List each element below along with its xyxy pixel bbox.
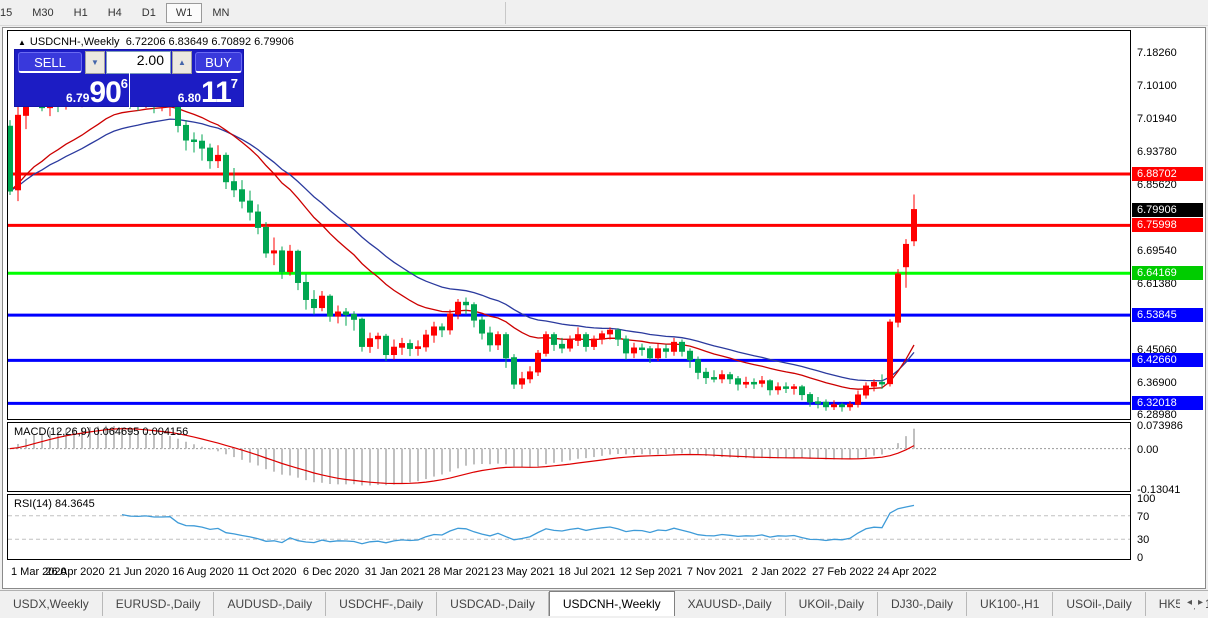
chart-tab-bar: USDX,Weekly EURUSD-,Daily AUDUSD-,Daily USD… [0,590,1208,616]
timeframe-button-h1[interactable]: H1 [73,7,88,19]
macd-chart [8,425,1130,486]
date-tick-label: 27 Feb 2022 [812,566,874,578]
date-tick-label: 11 Oct 2020 [237,566,297,578]
sell-button[interactable]: SELL [18,52,82,73]
price-tick: 6.69540 [1137,244,1177,257]
rsi-axis-tick: 30 [1137,534,1150,547]
ask-price-point: 7 [230,76,238,91]
bid-ask-quotes: 6.79906 6.80117 [15,52,244,109]
price-tick: 6.61380 [1137,277,1177,290]
date-axis[interactable]: 1 Mar 2020 26 Apr 2020 21 Jun 2020 16 Aug 2… [7,562,1131,586]
chart-tab-usdchfdaily[interactable]: USDCHF-,Daily [326,592,438,616]
date-tick-label: 1 Mar 2020 [11,566,67,578]
date-tick-label: 12 Sep 2021 [619,566,683,578]
timeframe-button-h4[interactable]: H4 [107,7,122,19]
price-level-label: 6.53845 [1132,308,1203,323]
timeframe-button-d1[interactable]: D1 [141,7,156,19]
date-tick-label: 26 Apr 2020 [45,566,105,578]
price-level-label: 6.79906 [1132,202,1203,217]
date-tick-label: 31 Jan 2021 [364,566,426,578]
rsi-chart [8,504,1130,545]
price-level-label: 6.32018 [1132,396,1203,411]
rsi-axis-tick: 100 [1137,493,1156,505]
timeframe-button-mn[interactable]: MN [212,7,230,19]
date-tick-label: 21 Jun 2020 [108,566,170,578]
price-tick: 6.85620 [1137,179,1177,192]
toolbar-separator [505,2,506,24]
price-level-label: 6.75998 [1132,218,1203,233]
price-tick: 6.36900 [1137,376,1177,389]
price-level-label: 6.88702 [1132,167,1203,181]
one-click-trade-panel: SELL ▼ 2.00 ▲ BUY 6.79906 6.80117 [14,49,244,109]
chart-ohlc-values: 6.72206 6.83649 6.70892 6.79906 [125,36,294,48]
ask-price-pips: 11 [201,76,232,109]
price-axis[interactable]: 7.18260 7.10100 7.01940 6.93780 6.85620 6.695… [1131,28,1205,588]
bid-price-pips: 90 [89,76,121,109]
macd-axis-tick: 0.073986 [1137,420,1183,433]
rsi-axis-tick: 0 [1137,552,1144,564]
chart-tab-usdcaddaily[interactable]: USDCAD-,Daily [437,592,549,616]
date-tick-label: 24 Apr 2022 [877,566,937,578]
buy-button[interactable]: BUY [195,52,242,73]
chart-window: ▲ USDCNH-,Weekly 6.72206 6.83649 6.70892 … [2,27,1206,589]
chart-tab-ukoildaily[interactable]: UKOil-,Daily [786,592,879,616]
chart-symbol-label: USDCNH-,Weekly [29,36,120,48]
chart-tab-usdxweekly[interactable]: USDX,Weekly [0,592,103,616]
timeframe-button-15[interactable]: 15 [0,7,13,19]
ask-price: 6.80117 [131,76,244,109]
timeframe-toolbar: 15 M30 H1 H4 D1 W1 MN [0,0,1208,26]
chart-title: ▲ USDCNH-,Weekly 6.72206 6.83649 6.70892 … [18,36,294,48]
chart-tab-eurusddaily[interactable]: EURUSD-,Daily [103,592,215,616]
macd-label: MACD(12,26,9) 0.064695 0.004156 [14,426,189,438]
quote-divider [129,52,130,108]
bid-price-major: 6.79 [66,91,90,105]
macd-axis-tick: -0.13041 [1137,484,1181,497]
chart-tab-dj30daily[interactable]: DJ30-,Daily [878,592,968,616]
date-tick-label: 28 Mar 2021 [428,566,490,578]
chart-tab-audusddaily[interactable]: AUDUSD-,Daily [214,592,327,616]
timeframe-button-w1[interactable]: W1 [165,3,203,23]
chart-tabs: USDX,Weekly EURUSD-,Daily AUDUSD-,Daily USD… [0,591,1208,616]
tab-scroll-left-icon[interactable]: ◂ [1186,597,1192,608]
volume-increase-icon[interactable]: ▲ [172,51,192,74]
bid-price-point: 6 [120,76,128,91]
bid-price: 6.79906 [15,76,128,109]
volume-input[interactable]: 2.00 [106,51,171,74]
date-tick-label: 23 May 2021 [491,566,555,578]
volume-decrease-icon[interactable]: ▼ [85,51,105,74]
rsi-pane[interactable]: RSI(14) 84.3645 [7,494,1131,560]
price-tick: 7.18260 [1137,47,1177,60]
price-tick: 6.93780 [1137,146,1177,159]
price-tick: 6.45060 [1137,343,1177,356]
tab-scroll-right-icon[interactable]: ▸ [1197,597,1203,608]
price-level-label: 6.42660 [1132,353,1203,368]
date-tick-label: 16 Aug 2020 [172,566,234,578]
price-tick: 7.10100 [1137,80,1177,93]
chart-tab-uk100h1[interactable]: UK100-,H1 [967,592,1054,616]
chart-tab-xauusddaily[interactable]: XAUUSD-,Daily [675,592,786,616]
collapse-icon[interactable]: ▲ [18,38,26,47]
date-tick-label: 6 Dec 2020 [302,566,360,578]
chart-tab-usoildaily[interactable]: USOil-,Daily [1053,592,1146,616]
rsi-label: RSI(14) 84.3645 [14,498,95,510]
ask-price-major: 6.80 [177,91,202,105]
candlestick-chart [8,56,1130,412]
price-pane[interactable]: ▲ USDCNH-,Weekly 6.72206 6.83649 6.70892 … [7,30,1131,420]
price-level-label: 6.64169 [1132,266,1203,281]
rsi-axis-tick: 70 [1137,510,1150,523]
price-tick: 7.01940 [1137,113,1177,126]
macd-pane[interactable]: MACD(12,26,9) 0.064695 0.004156 [7,422,1131,492]
tab-scroll-arrows: ◂ ▸ [1179,597,1206,608]
date-tick-label: 7 Nov 2021 [686,566,744,578]
macd-axis-tick: 0.00 [1137,443,1159,456]
chart-tab-usdcnhweekly[interactable]: USDCNH-,Weekly [548,591,675,616]
date-tick-label: 18 Jul 2021 [558,566,616,578]
trade-panel-controls: SELL ▼ 2.00 ▲ BUY [15,50,243,76]
date-tick-label: 2 Jan 2022 [751,566,807,578]
timeframe-buttons: 15 M30 H1 H4 D1 W1 MN [0,3,239,23]
timeframe-button-m30[interactable]: M30 [32,7,54,19]
price-tick: 6.28980 [1137,408,1177,421]
